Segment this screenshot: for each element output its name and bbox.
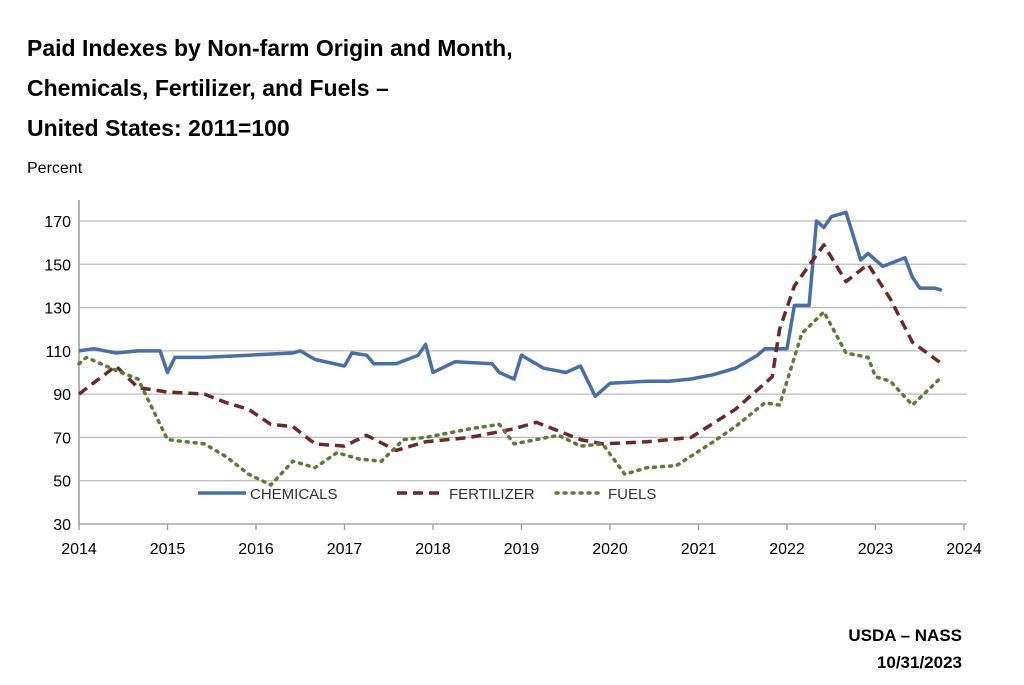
x-tick-label: 2015 bbox=[150, 541, 186, 558]
x-tick-label: 2024 bbox=[946, 541, 982, 558]
x-tick-label: 2017 bbox=[327, 541, 363, 558]
title-line-3: United States: 2011=100 bbox=[27, 115, 290, 141]
legend-label-fuels: FUELS bbox=[608, 486, 656, 503]
footer: USDA – NASS 10/31/2023 bbox=[848, 622, 962, 676]
date-label: 10/31/2023 bbox=[876, 653, 962, 672]
legend-label-fertilizer: FERTILIZER bbox=[449, 486, 535, 503]
title-line-1: Paid Indexes by Non-farm Origin and Mont… bbox=[27, 35, 513, 61]
x-tick-label: 2022 bbox=[769, 541, 805, 558]
x-tick-label: 2018 bbox=[415, 541, 451, 558]
chart-title: Paid Indexes by Non-farm Origin and Mont… bbox=[27, 28, 513, 148]
series-line-chemicals bbox=[78, 210, 943, 399]
y-tick-label: 150 bbox=[44, 257, 71, 274]
x-tick-label: 2014 bbox=[61, 541, 97, 558]
series-line-fertilizer bbox=[77, 243, 943, 453]
y-axis-label: Percent bbox=[27, 160, 83, 177]
y-tick-label: 110 bbox=[45, 344, 71, 361]
x-tick-label: 2020 bbox=[592, 541, 628, 558]
y-tick-label: 50 bbox=[53, 474, 71, 491]
y-tick-label: 130 bbox=[44, 301, 71, 318]
y-tick-label: 30 bbox=[53, 517, 71, 534]
y-tick-label: 90 bbox=[53, 387, 71, 404]
x-tick-label: 2016 bbox=[238, 541, 274, 558]
x-tick-label: 2023 bbox=[858, 541, 894, 558]
x-tick-label: 2019 bbox=[504, 541, 540, 558]
x-tick-label: 2021 bbox=[681, 541, 717, 558]
y-tick-label: 70 bbox=[53, 430, 71, 447]
legend-label-chemicals: CHEMICALS bbox=[250, 486, 338, 503]
series-line-fuels bbox=[77, 310, 944, 487]
title-line-2: Chemicals, Fertilizer, and Fuels – bbox=[27, 75, 389, 101]
source-label: USDA – NASS bbox=[848, 626, 962, 645]
y-tick-label: 170 bbox=[44, 214, 71, 231]
